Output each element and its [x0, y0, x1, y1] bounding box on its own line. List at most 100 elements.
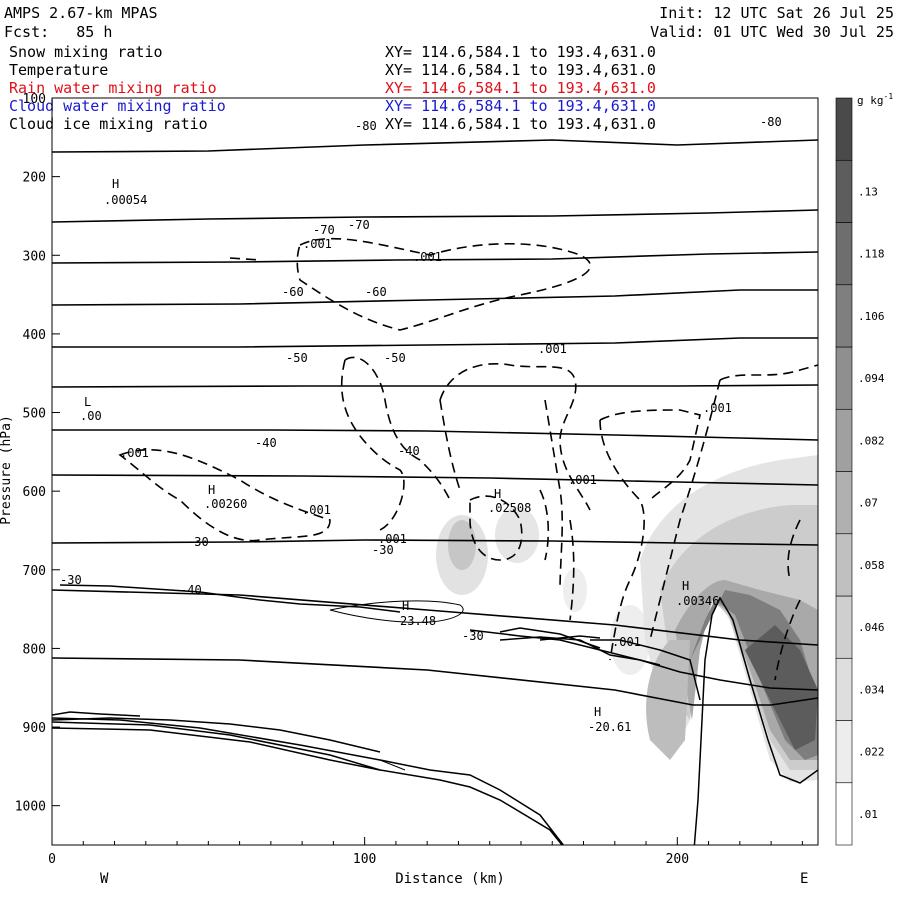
label-m70: -70	[313, 223, 335, 237]
y-tick-label-4: 500	[23, 407, 46, 422]
field-name-1: Temperature	[9, 61, 109, 79]
label-m40c: -40	[180, 583, 202, 597]
label-001d: .001	[703, 401, 732, 415]
isotherm-3	[52, 289, 818, 306]
model-title: AMPS 2.67-km MPAS	[4, 4, 158, 22]
label-h5: H	[402, 599, 409, 613]
x-tick-label-0: 0	[48, 852, 56, 867]
colorbar-label-4: .058	[858, 559, 885, 572]
colorbar-swatch-1	[835, 720, 853, 784]
colorbar-label-10: .13	[858, 185, 878, 198]
isotherm-7	[52, 474, 818, 486]
field-xy-4: XY= 114.6,584.1 to 193.4,631.0	[385, 115, 656, 133]
colorbar-swatch-11	[835, 97, 853, 161]
terrain-contours	[52, 584, 818, 845]
label-001g: .001	[302, 503, 331, 517]
colorbar-label-2: .034	[858, 683, 885, 696]
field-xy-1: XY= 114.6,584.1 to 193.4,631.0	[385, 61, 656, 79]
label-001i: .001	[612, 635, 641, 649]
y-tick-label-3: 400	[23, 328, 46, 343]
isotherm-8	[52, 539, 818, 546]
label-m30b: -30	[372, 543, 394, 557]
label-h6-val: -20.61	[588, 720, 631, 734]
isotherm-0	[52, 139, 818, 153]
colorbar-label-3: .046	[858, 621, 885, 634]
label-h2-val: .00260	[204, 497, 247, 511]
label-m80-right: -80	[760, 115, 782, 129]
label-001c: .001	[538, 342, 567, 356]
label-m60: -60	[282, 285, 304, 299]
y-tick-label-2: 300	[23, 249, 46, 264]
colorbar-swatch-4	[835, 533, 853, 597]
y-tick-label-0: 100	[23, 92, 46, 107]
colorbar-swatch-6	[835, 408, 853, 472]
x-tick-label-1: 100	[353, 852, 376, 867]
label-m30: -30	[187, 535, 209, 549]
west-label: W	[100, 871, 109, 887]
x-tick-label-2: 200	[666, 852, 689, 867]
field-name-0: Snow mixing ratio	[9, 43, 163, 61]
colorbar-swatch-0	[835, 782, 853, 846]
isotherm-9	[52, 589, 818, 646]
x-axis: 0 100 200	[48, 837, 803, 867]
colorbar-label-7: .094	[858, 372, 885, 385]
y-tick-label-6: 700	[23, 564, 46, 579]
label-m60b: -60	[365, 285, 387, 299]
colorbar-swatch-7	[835, 346, 853, 410]
label-001h: .001	[378, 532, 407, 546]
field-name-2: Rain water mixing ratio	[9, 79, 217, 97]
isotherm-2	[52, 251, 818, 264]
colorbar-label-6: .082	[858, 434, 885, 447]
colorbar-label-8: .106	[858, 310, 885, 323]
label-001b: .001	[413, 250, 442, 264]
label-m40b: -40	[398, 444, 420, 458]
x-axis-label: Distance (km)	[395, 871, 505, 887]
isotherm-10	[52, 657, 818, 706]
isotherm-1	[52, 209, 818, 223]
plot-frame	[51, 97, 819, 846]
label-h6: H	[594, 705, 601, 719]
label-h1: H	[112, 177, 119, 191]
field-xy-0: XY= 114.6,584.1 to 193.4,631.0	[385, 43, 656, 61]
colorbar-swatch-8	[835, 284, 853, 348]
colorbar-label-9: .118	[858, 248, 885, 261]
label-001f: .001	[568, 473, 597, 487]
valid-time: Valid: 01 UTC Wed 30 Jul 25	[650, 23, 894, 41]
y-axis-label: Pressure (hPa)	[0, 415, 14, 525]
label-h4-val: .00346	[676, 594, 719, 608]
label-m40: -40	[255, 436, 277, 450]
label-h3: H	[494, 487, 501, 501]
field-name-4: Cloud ice mixing ratio	[9, 115, 208, 133]
y-tick-label-1: 200	[23, 171, 46, 186]
label-h5-val: 23.48	[400, 614, 436, 628]
colorbar-swatch-3	[835, 595, 853, 659]
y-tick-label-8: 900	[23, 721, 46, 736]
y-tick-label-9: 1000	[15, 800, 46, 815]
field-xy-3: XY= 114.6,584.1 to 193.4,631.0	[385, 97, 656, 115]
low-level-contours	[329, 600, 464, 771]
colorbar-label-0: .01	[858, 808, 878, 821]
y-tick-label-5: 600	[23, 485, 46, 500]
east-label: E	[800, 871, 808, 887]
label-h4: H	[682, 579, 689, 593]
label-h3-val: .02508	[488, 501, 531, 515]
label-m70b: -70	[348, 218, 370, 232]
field-xy-2: XY= 114.6,584.1 to 193.4,631.0	[385, 79, 656, 97]
init-time: Init: 12 UTC Sat 26 Jul 25	[659, 4, 894, 22]
label-m50: -50	[286, 351, 308, 365]
y-axis: 100 200 300 400 500 600 700 800 900 1000	[15, 92, 60, 815]
colorbar-swatch-2	[835, 657, 853, 721]
field-name-3: Cloud water mixing ratio	[9, 97, 226, 115]
colorbar-swatch-5	[835, 471, 853, 535]
colorbar-label-1: .022	[858, 746, 885, 759]
label-l1-val: .00	[80, 409, 102, 423]
label-001e: .001	[120, 446, 149, 460]
colorbar-swatch-10	[835, 159, 853, 223]
temperature-isotherms	[52, 139, 818, 706]
label-m30c: -30	[60, 573, 82, 587]
cloud-ice-contours	[118, 237, 818, 681]
label-m50b: -50	[384, 351, 406, 365]
forecast-hour: Fcst: 85 h	[4, 23, 113, 41]
label-h2: H	[208, 483, 215, 497]
